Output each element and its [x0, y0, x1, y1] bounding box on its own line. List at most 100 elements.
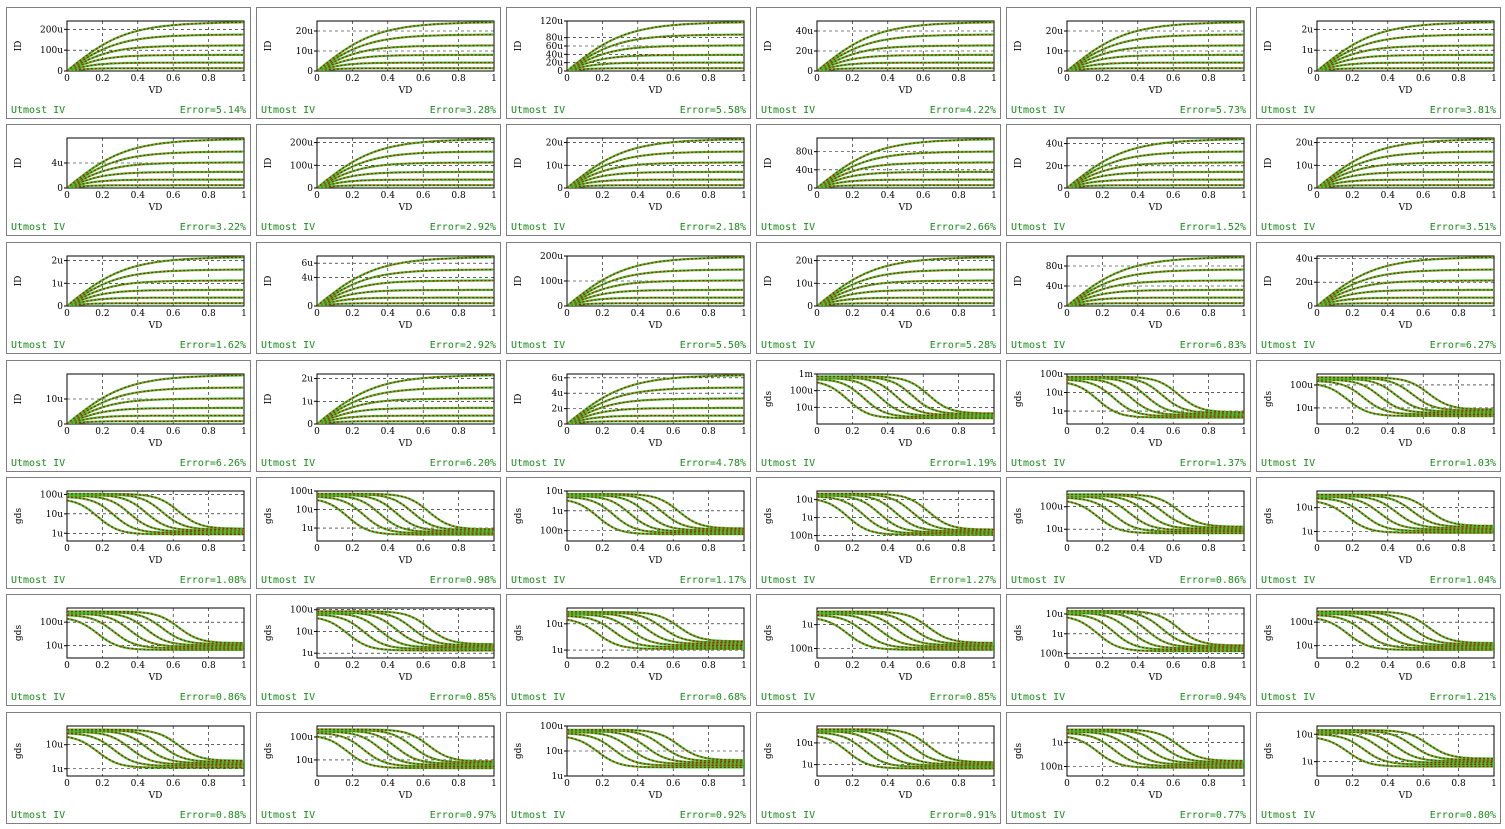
y-tick-label: 10u [46, 741, 63, 751]
x-tick-label: 0.8 [451, 544, 466, 554]
footer-tool-label: Utmost IV [1011, 692, 1066, 703]
y-tick-label: 100n [1040, 763, 1063, 773]
simulated-curve [1067, 184, 1244, 188]
footer-error-label: Error=0.98% [429, 575, 496, 586]
chart-panel: 0 0.2 0.4 0.6 0.8 1 0 100u 200u VD ID Utmost IV Erro… [256, 124, 501, 236]
y-tick-label: 10u [1046, 389, 1063, 399]
simulated-curve [567, 61, 744, 71]
chart-panel: 0 0.2 0.4 0.6 0.8 1 0 10u 20u VD ID Utmost IV Error=… [1006, 7, 1251, 119]
chart-panel: 0 0.2 0.4 0.6 0.8 1 0 1u 2u VD ID Utmost IV Error=3.… [1256, 7, 1501, 119]
simulated-curve [1067, 382, 1244, 419]
x-tick-label: 0.6 [166, 427, 181, 437]
chart-svg: 0 0.2 0.4 0.6 0.8 1 0 10u 20u VD ID [764, 255, 997, 331]
chart-svg: 0 0.2 0.4 0.6 0.8 1 0 10u 20u VD ID [264, 20, 497, 96]
y-tick-label: 10u [296, 627, 313, 637]
chart-panel: 0 0.2 0.4 0.6 0.8 1 0 20u 40u VD ID Utmost IV Error=… [1006, 124, 1251, 236]
footer-tool-label: Utmost IV [1011, 340, 1066, 351]
x-tick-label: 0 [814, 779, 820, 789]
simulated-curve [67, 61, 244, 71]
x-tick-label: 0.2 [1095, 661, 1109, 671]
x-tick-label: 0.8 [451, 191, 466, 201]
chart-panel: 0 0.2 0.4 0.6 0.8 1 10u 100u VD gds Utmost IV Error… [256, 712, 501, 824]
simulated-curve [317, 33, 494, 71]
y-tick-label: 0 [57, 302, 63, 312]
footer-error-label: Error=4.22% [929, 105, 996, 116]
x-tick-label: 0.2 [1345, 544, 1359, 554]
y-tick-label: 10u [1296, 404, 1313, 414]
footer-error-label: Error=6.83% [1179, 340, 1246, 351]
footer-tool-label: Utmost IV [511, 810, 566, 821]
y-axis-label: ID [764, 276, 774, 287]
curve-group [817, 256, 994, 306]
simulated-curve [1317, 178, 1494, 188]
footer-error-label: Error=5.14% [179, 105, 246, 116]
x-tick-label: 0.4 [881, 427, 896, 437]
x-axis-label: VD [648, 321, 663, 331]
chart-panel: 0 0.2 0.4 0.6 0.8 1 1u 10u 100u VD gds Utmost IV Err… [256, 477, 501, 589]
y-tick-label: 100n [1040, 650, 1063, 660]
y-tick-label: 0 [1307, 302, 1313, 312]
x-tick-label: 0.8 [951, 191, 966, 201]
chart-panel: 0 0.2 0.4 0.6 0.8 1 10u 100u 1m VD gds Utmost IV Err… [756, 360, 1001, 472]
simulated-curve [1067, 500, 1244, 534]
curve-group [317, 728, 494, 770]
y-tick-label: 20u [1296, 139, 1313, 149]
x-tick-label: 0.2 [1095, 544, 1109, 554]
y-axis-label: ID [14, 394, 24, 405]
curve-group [1067, 493, 1244, 535]
footer-error-label: Error=1.03% [1429, 458, 1496, 469]
x-tick-label: 0.6 [1166, 74, 1181, 84]
curve-group [1317, 729, 1494, 768]
curve-group [1317, 256, 1494, 306]
x-axis-label: VD [898, 556, 913, 566]
simulated-curve [567, 178, 744, 188]
simulated-curve [67, 610, 244, 644]
x-tick-label: 0.8 [951, 779, 966, 789]
x-tick-label: 0 [314, 74, 320, 84]
y-axis-label: ID [14, 158, 24, 169]
x-tick-label: 0 [564, 661, 570, 671]
y-tick-label: 10u [796, 739, 813, 749]
simulated-curve [67, 178, 244, 188]
simulated-curve [567, 731, 744, 765]
y-axis-label: ID [1014, 41, 1024, 52]
x-tick-label: 0 [64, 427, 70, 437]
x-tick-label: 0 [564, 544, 570, 554]
x-tick-label: 0.2 [95, 544, 109, 554]
x-tick-label: 0.4 [381, 779, 396, 789]
chart-panel: 0 0.2 0.4 0.6 0.8 1 0 10u 20u VD ID Utmost IV Error=… [756, 242, 1001, 354]
footer-error-label: Error=2.92% [429, 222, 496, 233]
simulated-curve [317, 178, 494, 188]
footer-tool-label: Utmost IV [511, 340, 566, 351]
x-tick-label: 0 [814, 544, 820, 554]
simulated-curve [1317, 496, 1494, 531]
footer-tool-label: Utmost IV [261, 575, 316, 586]
y-tick-label: 2u [1301, 25, 1313, 35]
curve-group [1317, 610, 1494, 651]
footer-tool-label: Utmost IV [761, 222, 816, 233]
y-tick-label: 100n [790, 645, 813, 655]
chart-svg: 0 0.2 0.4 0.6 0.8 1 0 20u 40u VD ID [1014, 137, 1247, 213]
x-tick-label: 1 [991, 74, 997, 84]
chart-panel: 0 0.2 0.4 0.6 0.8 1 1u 10u 100u VD gds Utmost IV Err… [1006, 360, 1251, 472]
simulated-curve [1317, 44, 1494, 71]
footer-error-label: Error=5.50% [679, 340, 746, 351]
y-axis-label: ID [514, 276, 524, 287]
y-tick-label: 0 [557, 302, 563, 312]
chart-panel: 0 0.2 0.4 0.6 0.8 1 0 40u 80u VD ID Utmost IV Error=… [756, 124, 1001, 236]
x-tick-label: 0.2 [95, 779, 109, 789]
footer-error-label: Error=3.51% [1429, 222, 1496, 233]
x-tick-label: 1 [1491, 191, 1497, 201]
footer-tool-label: Utmost IV [511, 222, 566, 233]
x-tick-label: 0.2 [1345, 427, 1359, 437]
x-tick-label: 0.6 [1166, 544, 1181, 554]
simulated-curve [317, 374, 494, 424]
simulated-curve [817, 161, 994, 188]
footer-tool-label: Utmost IV [261, 810, 316, 821]
simulated-curve [67, 279, 244, 306]
simulated-curve [817, 499, 994, 536]
x-tick-label: 0 [564, 191, 570, 201]
x-axis-label: VD [1148, 86, 1163, 96]
chart-svg: 0 0.2 0.4 0.6 0.8 1 1u 10u VD gds [1264, 490, 1497, 566]
y-tick-label: 1u [301, 397, 313, 407]
